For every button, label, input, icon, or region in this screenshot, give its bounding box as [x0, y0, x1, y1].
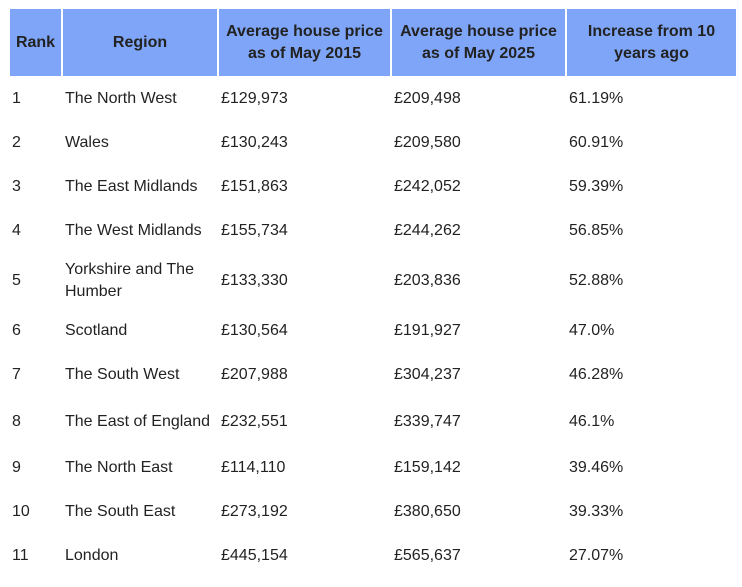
region-cell: Yorkshire and The Humber: [65, 261, 194, 300]
table-row: 5 Yorkshire and The Humber £133,330 £203,83…: [10, 254, 736, 308]
rank-cell: 10: [12, 503, 30, 520]
increase-cell: 39.46%: [569, 459, 624, 476]
header-region: Region: [63, 9, 217, 76]
rank-cell: 5: [12, 272, 21, 289]
price-2015-cell: £445,154: [221, 547, 288, 564]
table-row: 1 The North West £129,973 £209,498 61.19%: [10, 78, 736, 120]
rank-cell: 7: [12, 366, 21, 383]
rank-cell: 8: [12, 412, 21, 430]
table-row: 6 Scotland £130,564 £191,927 47.0%: [10, 310, 736, 352]
price-2015-cell: £151,863: [221, 178, 288, 195]
table-row: 8 The East of England £232,551 £339,747 46.1…: [10, 398, 736, 445]
increase-cell: 27.07%: [569, 547, 624, 564]
rank-cell: 11: [12, 547, 29, 564]
price-2015-cell: £273,192: [221, 503, 288, 520]
price-2015-cell: £129,973: [221, 90, 288, 107]
region-cell: The South East: [65, 503, 176, 520]
increase-cell: 39.33%: [569, 503, 624, 520]
price-2015-cell: £133,330: [221, 272, 288, 289]
price-2025-cell: £565,637: [394, 547, 461, 564]
rank-cell: 2: [12, 134, 21, 151]
table-row: 3 The East Midlands £151,863 £242,052 59.39%: [10, 166, 736, 208]
price-2025-cell: £244,262: [394, 222, 461, 239]
price-2015-cell: £155,734: [221, 222, 288, 239]
increase-cell: 47.0%: [569, 322, 615, 339]
header-price-2025: Average house price as of May 2025: [392, 9, 565, 76]
header-rank: Rank: [10, 9, 61, 76]
price-2015-cell: £207,988: [221, 366, 288, 383]
price-2015-cell: £130,564: [221, 322, 288, 339]
price-2025-cell: £203,836: [394, 272, 461, 289]
region-cell: Wales: [65, 134, 109, 151]
increase-cell: 56.85%: [569, 222, 624, 239]
region-cell: The North East: [65, 459, 173, 476]
rank-cell: 9: [12, 459, 21, 476]
increase-cell: 52.88%: [569, 272, 624, 289]
region-cell: The North West: [65, 90, 177, 107]
price-2025-cell: £159,142: [394, 459, 461, 476]
table-row: 4 The West Midlands £155,734 £244,262 56.85%: [10, 210, 736, 252]
table-row: 2 Wales £130,243 £209,580 60.91%: [10, 122, 736, 164]
table-row: 7 The South West £207,988 £304,237 46.28%: [10, 354, 736, 396]
price-2025-cell: £380,650: [394, 503, 461, 520]
region-cell: Scotland: [65, 322, 128, 339]
increase-cell: 60.91%: [569, 134, 624, 151]
header-price-2015: Average house price as of May 2015: [219, 9, 390, 76]
region-cell: The South West: [65, 366, 180, 383]
region-cell: The East Midlands: [65, 178, 198, 195]
price-2025-cell: £339,747: [394, 412, 461, 430]
table-row: 10 The South East £273,192 £380,650 39.33%: [10, 491, 736, 533]
rank-cell: 6: [12, 322, 21, 339]
price-2015-cell: £130,243: [221, 134, 288, 151]
table-row: 9 The North East £114,110 £159,142 39.46%: [10, 447, 736, 489]
price-2025-cell: £304,237: [394, 366, 461, 383]
header-increase: Increase from 10 years ago: [567, 9, 736, 76]
increase-cell: 46.28%: [569, 366, 624, 383]
region-cell: The West Midlands: [65, 222, 202, 239]
rank-cell: 1: [12, 90, 21, 107]
region-cell: The East of England: [65, 412, 210, 430]
table-row: 11 London £445,154 £565,637 27.07%: [10, 535, 736, 577]
increase-cell: 46.1%: [569, 412, 615, 430]
price-2025-cell: £242,052: [394, 178, 461, 195]
rank-cell: 3: [12, 178, 21, 195]
increase-cell: 61.19%: [569, 90, 624, 107]
price-2025-cell: £209,580: [394, 134, 461, 151]
price-2025-cell: £209,498: [394, 90, 461, 107]
header-row: Rank Region Average house price as of Ma…: [10, 9, 736, 76]
price-2015-cell: £232,551: [221, 412, 288, 430]
price-2025-cell: £191,927: [394, 322, 461, 339]
region-cell: London: [65, 547, 119, 564]
increase-cell: 59.39%: [569, 178, 624, 195]
house-price-table: Rank Region Average house price as of Ma…: [8, 7, 738, 579]
price-2015-cell: £114,110: [221, 459, 286, 476]
rank-cell: 4: [12, 222, 21, 239]
